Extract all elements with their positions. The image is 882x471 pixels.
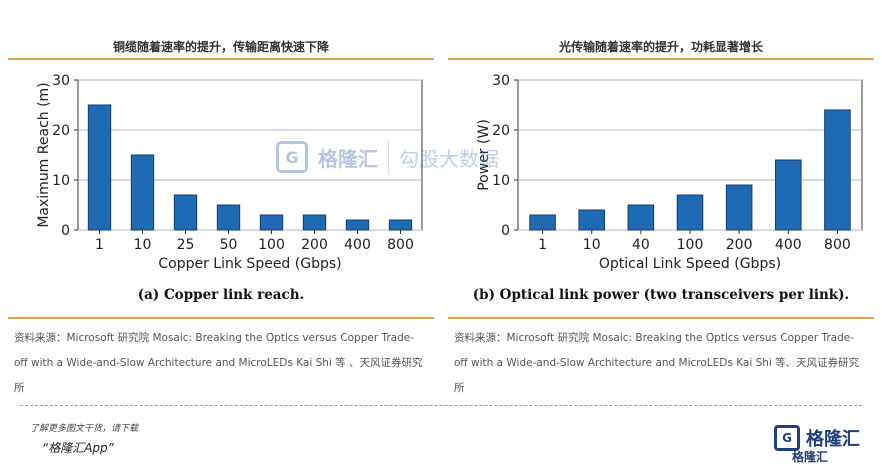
title-divider — [448, 58, 874, 60]
x-tick-label: 100 — [677, 237, 704, 253]
x-tick-label: 200 — [726, 237, 753, 253]
x-tick-label: 400 — [775, 237, 802, 253]
bar — [388, 219, 413, 231]
x-tick-label: 10 — [134, 237, 152, 253]
y-tick-label: 0 — [61, 223, 70, 239]
optical-power-chart: 0 10 20 30 1 10 40 100 200 400 800 Optical Link Spe… — [476, 73, 863, 272]
bar — [775, 159, 802, 231]
y-tick-label: 30 — [492, 73, 510, 89]
y-tick-label: 10 — [52, 173, 70, 189]
x-axis-label: Optical Link Speed (Gbps) — [599, 256, 781, 272]
bar — [529, 214, 556, 231]
bar — [578, 209, 605, 231]
bar — [725, 184, 753, 231]
footer-brand-subtext: 格隆汇 — [792, 450, 829, 464]
watermark-sub-brand: 勾股大数据 — [399, 146, 499, 171]
optical-source-note: 资料来源：Microsoft 研究院 Mosaic: Breaking the … — [454, 332, 860, 394]
brand-logo-icon: G — [774, 425, 800, 451]
x-tick-label: 40 — [632, 237, 650, 253]
bar — [824, 109, 851, 231]
title-divider — [8, 58, 434, 60]
watermark-separator — [388, 140, 389, 174]
x-tick-label: 1 — [95, 237, 104, 253]
source-divider — [448, 317, 874, 319]
promo-line-2[interactable]: “格隆汇App” — [42, 441, 114, 455]
footer-divider — [20, 405, 862, 406]
y-tick-label: 30 — [52, 73, 70, 89]
x-tick-label: 50 — [220, 237, 238, 253]
bar — [345, 219, 370, 231]
watermark-logo-icon: G — [276, 141, 308, 173]
x-tick-label: 1 — [538, 237, 547, 253]
watermark: G 格隆汇 勾股大数据 — [276, 140, 499, 174]
bar — [173, 194, 198, 231]
optical-chart-caption: (b) Optical link power (two transceivers… — [472, 287, 850, 303]
bar — [627, 204, 655, 231]
source-divider — [8, 317, 434, 319]
x-tick-label: 25 — [177, 237, 195, 253]
copper-panel: 铜缆随着速率的提升，传输距离快速下降 0 10 20 30 1 10 25 50 100 200 4… — [8, 0, 434, 400]
x-axis-label: Copper Link Speed (Gbps) — [158, 256, 341, 272]
footer-brand-text: 格隆汇 — [806, 429, 860, 450]
bar — [216, 204, 241, 231]
y-tick-label: 20 — [52, 123, 70, 139]
copper-source-note: 资料来源：Microsoft 研究院 Mosaic: Breaking the … — [14, 332, 423, 394]
bar — [676, 194, 704, 231]
x-tick-label: 800 — [824, 237, 851, 253]
watermark-brand: 格隆汇 — [318, 146, 378, 171]
optical-panel-title: 光传输随着速率的提升，功耗显著增长 — [558, 40, 763, 54]
bar — [302, 214, 327, 231]
y-tick-label: 20 — [492, 123, 510, 139]
copper-reach-chart: 0 10 20 30 1 10 25 50 100 200 400 800 Copper Link Sp… — [36, 73, 423, 272]
footer-logo[interactable]: G 格隆汇 — [774, 425, 860, 451]
x-tick-label: 200 — [301, 237, 328, 253]
copper-panel-title: 铜缆随着速率的提升，传输距离快速下降 — [112, 40, 329, 54]
x-tick-label: 400 — [344, 237, 371, 253]
y-axis-label: Maximum Reach (m) — [36, 82, 52, 227]
bar — [130, 154, 155, 231]
y-axis-label: Power (W) — [476, 119, 492, 191]
bar — [87, 104, 112, 231]
bar — [259, 214, 284, 231]
x-tick-label: 10 — [583, 237, 601, 253]
x-tick-label: 100 — [258, 237, 285, 253]
y-tick-label: 0 — [501, 223, 510, 239]
copper-chart-caption: (a) Copper link reach. — [137, 287, 305, 303]
promo-line-1: 了解更多图文干货，请下载 — [30, 424, 139, 434]
optical-panel: 光传输随着速率的提升，功耗显著增长 0 10 20 30 1 10 40 100 200 400 8… — [448, 0, 874, 400]
x-tick-label: 800 — [387, 237, 414, 253]
y-tick-label: 10 — [492, 173, 510, 189]
